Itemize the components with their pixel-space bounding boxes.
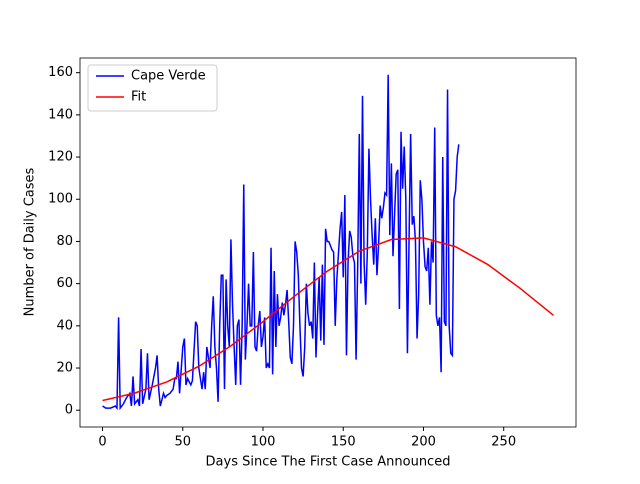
y-tick-label: 100 <box>48 192 73 207</box>
x-tick-label: 0 <box>98 435 106 450</box>
y-tick-label: 0 <box>65 403 73 418</box>
y-tick-label: 20 <box>56 361 73 376</box>
x-tick-label: 200 <box>411 435 436 450</box>
y-tick-label: 60 <box>56 276 73 291</box>
legend-label: Fit <box>131 90 146 105</box>
y-tick-label: 160 <box>48 65 73 80</box>
plot-frame <box>79 57 577 428</box>
y-tick-label: 120 <box>48 150 73 165</box>
x-tick-label: 150 <box>331 435 356 450</box>
y-tick-label: 140 <box>48 107 73 122</box>
legend-label: Cape Verde <box>131 69 206 84</box>
x-tick-label: 250 <box>491 435 516 450</box>
data-line <box>102 237 554 402</box>
y-axis-label: Number of Daily Cases <box>23 167 38 316</box>
data-line <box>102 74 460 411</box>
x-tick-label: 100 <box>251 435 276 450</box>
y-tick-label: 40 <box>56 318 73 333</box>
x-axis-label: Days Since The First Case Announced <box>206 455 451 470</box>
y-tick-label: 80 <box>56 234 73 249</box>
x-tick-label: 50 <box>175 435 192 450</box>
